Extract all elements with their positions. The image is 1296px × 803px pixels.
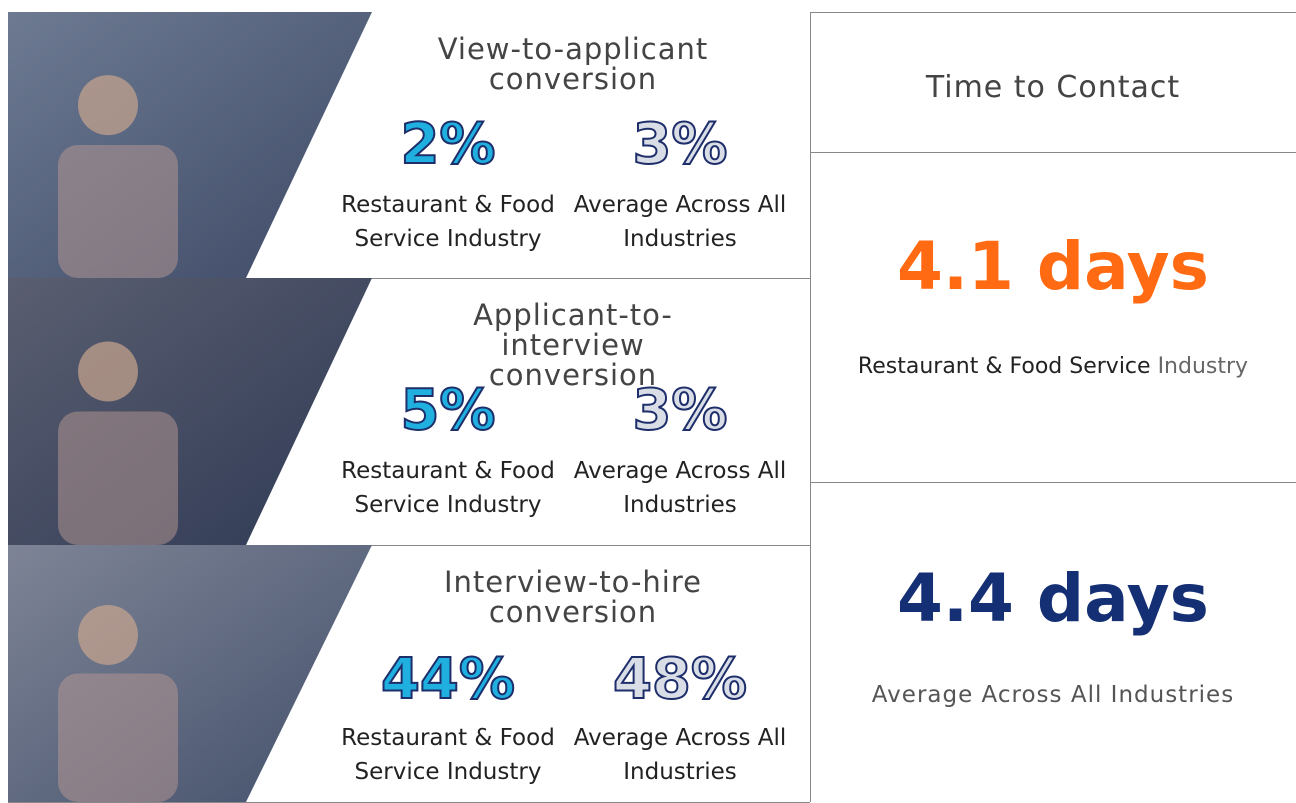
- row-title: Interview-to-hire conversion: [444, 565, 702, 629]
- photo: [8, 278, 372, 545]
- industry-label: Restaurant & Food Service Industry: [341, 192, 555, 252]
- industry-label: Restaurant & Food Service Industry: [810, 354, 1296, 379]
- average-value: 48%: [612, 646, 748, 713]
- person: [58, 145, 178, 278]
- industry-value: 4.1 days: [897, 228, 1209, 305]
- average-label: Average Across All Industries: [573, 192, 787, 252]
- industry-value: 2%: [399, 111, 496, 178]
- divider: [810, 12, 811, 802]
- row-title: View-to-applicant conversion: [437, 32, 709, 96]
- row: View-to-applicant conversion 2% 3% Restaura…: [8, 12, 810, 279]
- divider: [810, 482, 1296, 483]
- industry-label: Restaurant & Food Service Industry: [341, 458, 555, 518]
- label: Restaurant & Food Service: [857, 354, 1151, 379]
- average-label: Average Across All Industries: [573, 725, 787, 785]
- person: [58, 411, 178, 545]
- average-label: Average Across All Industries: [573, 458, 787, 518]
- person: [78, 604, 138, 665]
- row: Interview-to-hire conversion 44% 48% Restau…: [8, 545, 810, 803]
- row-title: Applicant-to-interview conversion: [473, 298, 673, 392]
- divider: [810, 152, 1296, 153]
- photo: [8, 545, 372, 802]
- average-value: 4.4 days: [897, 560, 1209, 637]
- divider: [810, 12, 1296, 13]
- label-suffix: Industry: [1157, 354, 1249, 379]
- row: Applicant-to-interview conversion 5% 3% Res…: [8, 278, 810, 546]
- average-label: Average Across All Industries: [871, 682, 1235, 708]
- average-value: 3%: [631, 377, 728, 444]
- photo: [8, 12, 372, 278]
- average-value: 3%: [631, 111, 728, 178]
- person: [78, 341, 138, 402]
- person: [58, 673, 178, 802]
- panel-title: Time to Contact: [925, 70, 1181, 105]
- industry-value: 44%: [380, 646, 516, 713]
- industry-value: 5%: [399, 377, 496, 444]
- person: [78, 75, 138, 136]
- industry-label: Restaurant & Food Service Industry: [341, 725, 555, 785]
